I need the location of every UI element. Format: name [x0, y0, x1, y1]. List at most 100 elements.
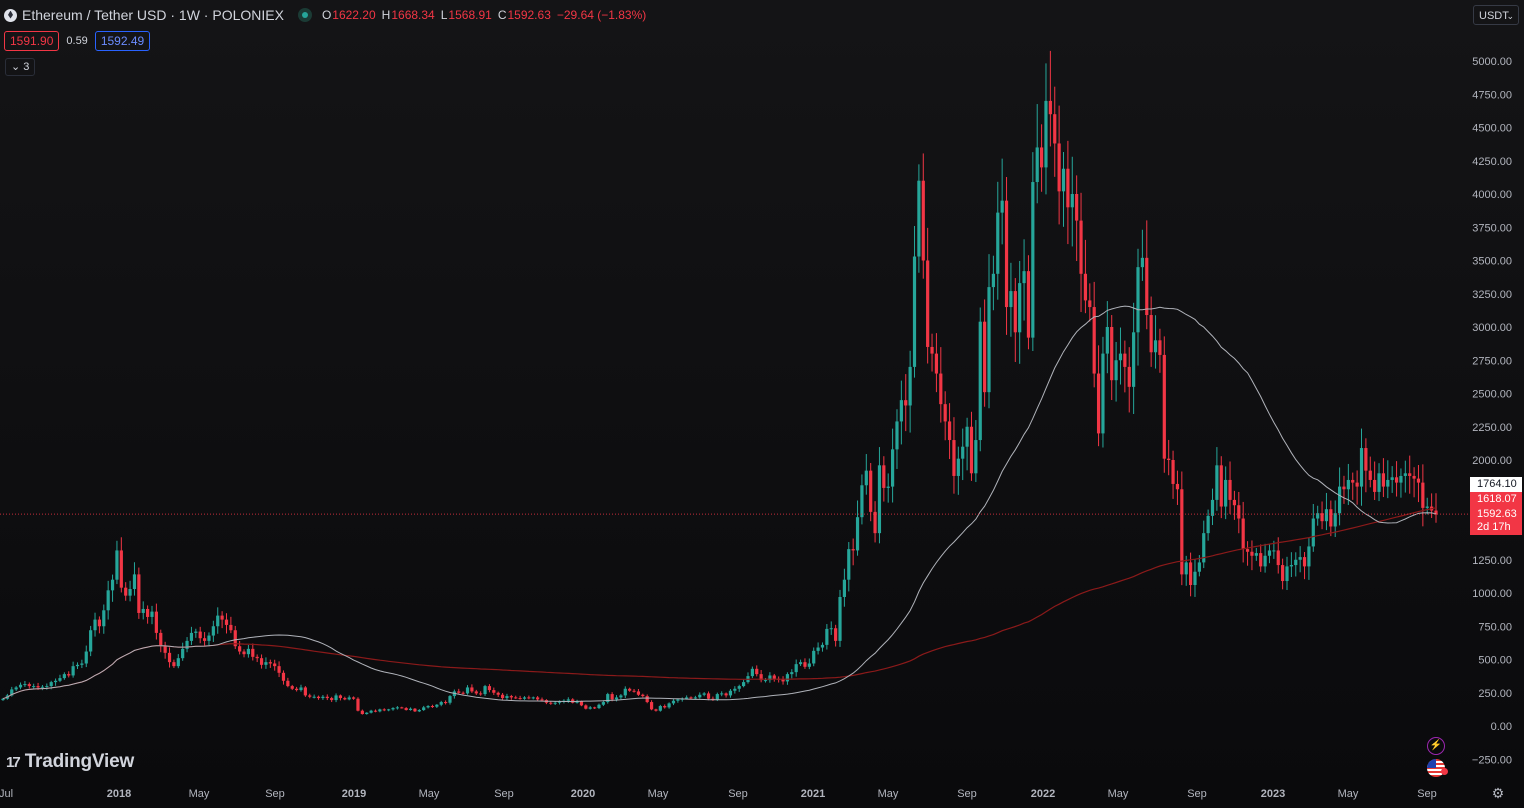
candle-body — [689, 697, 693, 699]
candle-body — [58, 678, 62, 681]
candle-body — [838, 596, 842, 641]
candle-body — [1333, 513, 1337, 527]
candle-body — [1263, 555, 1267, 567]
indicators-count: 3 — [23, 61, 30, 73]
candle-body — [834, 628, 838, 641]
candle-body — [614, 697, 619, 700]
candle-body — [505, 696, 509, 699]
candle-body — [295, 688, 299, 691]
candle-body — [873, 511, 877, 534]
candle-body — [242, 651, 246, 655]
candle-body — [584, 705, 588, 709]
candle-body — [299, 687, 303, 691]
candle-body — [772, 675, 776, 679]
y-tick-label: 4000.00 — [1472, 189, 1512, 201]
candle-body — [316, 696, 321, 699]
candle-body — [163, 646, 167, 653]
candle-body — [308, 695, 312, 697]
candle-body — [1416, 478, 1421, 483]
candle-body — [1272, 550, 1276, 552]
candle-body — [97, 619, 102, 627]
candle-body — [360, 710, 364, 715]
candle-body — [146, 608, 150, 617]
candle-body — [943, 404, 947, 422]
candle-body — [1123, 353, 1127, 367]
ohlc-low: L1568.91 — [440, 8, 492, 22]
candle-body — [426, 706, 430, 708]
candle-body — [457, 691, 461, 693]
candle-body — [224, 619, 229, 625]
candle-body — [601, 702, 605, 705]
candle-body — [325, 696, 329, 699]
candle-body — [369, 710, 373, 713]
y-tick-label: 3750.00 — [1472, 222, 1512, 234]
candle-body — [259, 658, 264, 665]
candle-body — [1241, 518, 1245, 550]
candle-body — [522, 697, 527, 699]
candle-body — [1434, 510, 1438, 515]
ma-slow-line — [2, 305, 1437, 703]
buy-button[interactable]: 1592.49 — [94, 31, 151, 51]
candle-body — [1039, 147, 1044, 168]
candle-body — [663, 706, 667, 708]
candle-body — [518, 698, 522, 700]
candle-body — [1408, 473, 1412, 476]
chevron-down-icon: ⌄ — [11, 61, 21, 73]
candle-body — [417, 710, 421, 712]
candle-body — [724, 693, 728, 696]
symbol-title[interactable]: Ethereum / Tether USD · 1W · POLONIEX — [22, 7, 284, 23]
x-tick-label: Sep — [265, 788, 285, 800]
candle-body — [1364, 448, 1368, 471]
candle-body — [49, 682, 53, 687]
candle-body — [855, 517, 860, 551]
tradingview-logo[interactable]: 17 TradingView — [6, 751, 134, 773]
x-tick-label: May — [1108, 788, 1129, 800]
candle-body — [991, 273, 995, 288]
candle-body — [750, 668, 754, 677]
candle-body — [1083, 273, 1088, 301]
candle-body — [408, 708, 413, 711]
x-tick-label: 2023 — [1261, 788, 1285, 800]
candle-body — [1153, 340, 1158, 353]
candle-body — [1219, 465, 1223, 507]
candle-body — [781, 679, 785, 682]
candle-body — [1421, 482, 1425, 508]
candle-body — [356, 698, 360, 711]
indicators-toggle-button[interactable]: ⌄ 3 — [5, 58, 36, 76]
candle-body — [233, 630, 237, 647]
candle-body — [264, 662, 268, 665]
currency-select[interactable]: USDT ⌄ — [1473, 5, 1519, 25]
sell-button[interactable]: 1591.90 — [4, 31, 60, 51]
candle-body — [500, 694, 505, 699]
us-flag-icon[interactable] — [1427, 759, 1445, 777]
settings-gear-icon[interactable]: ⚙ — [1491, 785, 1505, 801]
candle-body — [286, 680, 290, 687]
candle-body — [1210, 499, 1215, 516]
candle-body — [926, 260, 930, 347]
candle-body — [882, 465, 886, 488]
x-tick-label: 2019 — [342, 788, 366, 800]
candle-body — [904, 400, 908, 406]
candle-body — [84, 651, 88, 664]
candle-body — [1193, 571, 1197, 586]
candle-body — [1004, 200, 1009, 308]
candle-body — [1184, 562, 1188, 575]
lightning-icon[interactable]: ⚡ — [1427, 737, 1445, 755]
candle-body — [1101, 353, 1105, 434]
y-tick-label: 3000.00 — [1472, 322, 1512, 334]
candle-body — [10, 689, 14, 696]
candle-body — [216, 615, 220, 627]
candle-body — [45, 686, 49, 688]
candle-body — [1092, 307, 1096, 374]
candle-body — [921, 180, 925, 261]
candle-body — [667, 703, 671, 708]
x-tick-label: Sep — [1187, 788, 1207, 800]
x-tick-label: 2020 — [571, 788, 595, 800]
last-price-label: 1592.63 — [1470, 507, 1522, 522]
candle-body — [917, 180, 921, 257]
candle-body — [869, 470, 873, 512]
y-tick-label: 1000.00 — [1472, 588, 1512, 600]
candle-body — [1175, 483, 1180, 490]
